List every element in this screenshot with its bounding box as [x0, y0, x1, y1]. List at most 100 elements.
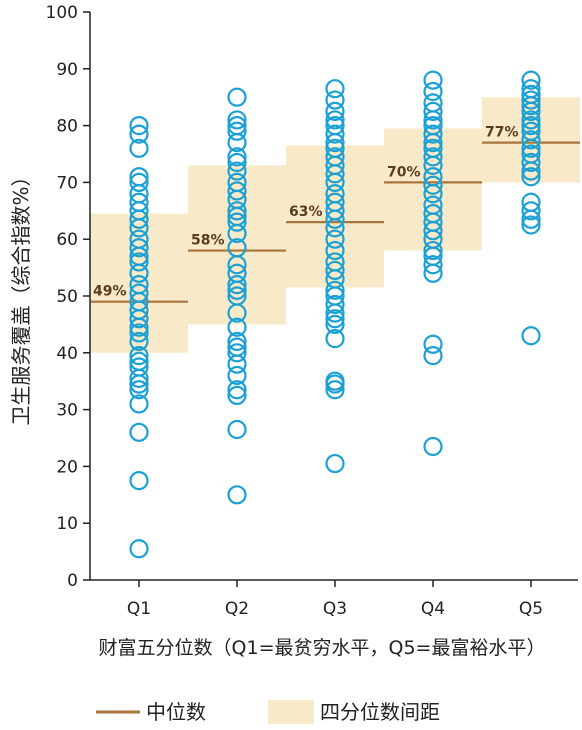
data-point [423, 115, 443, 136]
data-points [129, 70, 541, 559]
data-point [129, 124, 149, 144]
data-point [423, 255, 443, 275]
data-point [227, 419, 247, 440]
median-labels: 49% 58% 63% 70% 77% [93, 125, 519, 300]
data-point [325, 184, 345, 204]
data-point [325, 260, 345, 281]
data-point [227, 172, 247, 192]
data-point [129, 252, 149, 272]
data-point [129, 323, 149, 343]
iqr-box-q4 [384, 128, 482, 251]
y-ticks: 0 10 20 30 40 50 60 70 80 90 100 [46, 3, 90, 591]
y-tick-label: 30 [56, 401, 78, 421]
data-point [129, 275, 149, 295]
data-point [227, 286, 247, 306]
data-point [129, 394, 149, 414]
data-point [129, 115, 149, 136]
data-point [325, 79, 345, 99]
y-tick-label: 20 [56, 457, 78, 477]
data-point [227, 87, 247, 107]
data-point [521, 121, 541, 141]
data-point [423, 167, 443, 187]
data-point [325, 101, 345, 122]
data-point [129, 422, 149, 442]
data-point [129, 283, 149, 303]
legend-iqr-swatch [268, 700, 314, 724]
data-point [423, 81, 443, 102]
median-label-q4: 70% [387, 164, 421, 180]
data-point [227, 275, 247, 295]
data-point [325, 124, 345, 144]
data-point [521, 192, 541, 212]
data-point [129, 331, 149, 352]
data-point [423, 70, 443, 90]
data-point [423, 195, 443, 215]
y-tick-label: 10 [56, 514, 78, 534]
x-ticks: Q1 Q2 Q3 Q4 Q5 [127, 580, 543, 619]
data-point [129, 471, 149, 491]
data-point [227, 380, 247, 400]
data-point [521, 152, 541, 173]
data-point [129, 192, 149, 212]
data-point [325, 453, 345, 474]
data-point [227, 317, 247, 337]
data-point [521, 130, 541, 150]
data-point [521, 201, 541, 221]
data-point [227, 337, 247, 357]
data-point [227, 343, 247, 363]
x-tick-label: Q3 [323, 599, 347, 619]
data-point [325, 252, 345, 272]
x-tick-label: Q5 [519, 599, 543, 619]
data-point [129, 357, 149, 377]
data-point [423, 124, 443, 144]
data-point [227, 263, 247, 283]
y-tick-label: 60 [56, 230, 78, 250]
y-tick-label: 90 [56, 60, 78, 80]
data-point [325, 309, 345, 329]
data-point [325, 294, 345, 315]
y-tick-label: 80 [56, 117, 78, 137]
x-axis-label: 财富五分位数（Q1=最贫穷水平，Q5=最富裕水平） [99, 637, 546, 659]
data-point [227, 121, 247, 141]
data-point [423, 101, 443, 122]
data-point [325, 147, 345, 167]
median-label-q2: 58% [191, 233, 225, 249]
data-point [423, 175, 443, 195]
y-axis-label: 卫生服务覆盖（综合指数%） [9, 166, 33, 425]
data-point [227, 485, 247, 505]
y-tick-label: 50 [56, 287, 78, 307]
data-point [325, 229, 345, 249]
data-point [423, 93, 443, 113]
data-point [521, 144, 541, 164]
data-point [227, 115, 247, 136]
data-point [325, 192, 345, 212]
median-label-q5: 77% [485, 125, 519, 141]
data-point [521, 70, 541, 90]
data-point [227, 161, 247, 181]
data-point [521, 84, 541, 104]
data-point [325, 371, 345, 391]
iqr-box-q3 [286, 145, 384, 288]
data-point [227, 331, 247, 352]
y-tick-label: 40 [56, 344, 78, 364]
data-point [227, 110, 247, 130]
data-point [521, 167, 541, 187]
y-tick-label: 70 [56, 173, 78, 193]
data-point [521, 115, 541, 136]
data-point [129, 229, 149, 249]
data-point [423, 138, 443, 158]
data-point [129, 167, 149, 187]
legend-median-label: 中位数 [146, 700, 206, 724]
data-point [423, 204, 443, 224]
data-point [325, 380, 345, 400]
legend: 中位数 四分位数间距 [96, 700, 440, 724]
data-point [423, 147, 443, 167]
data-point [325, 138, 345, 158]
data-point [325, 115, 345, 136]
legend-iqr-label: 四分位数间距 [320, 700, 440, 724]
median-label-q3: 63% [289, 204, 323, 220]
data-point [521, 215, 541, 235]
data-point [129, 346, 149, 366]
data-point [423, 346, 443, 366]
